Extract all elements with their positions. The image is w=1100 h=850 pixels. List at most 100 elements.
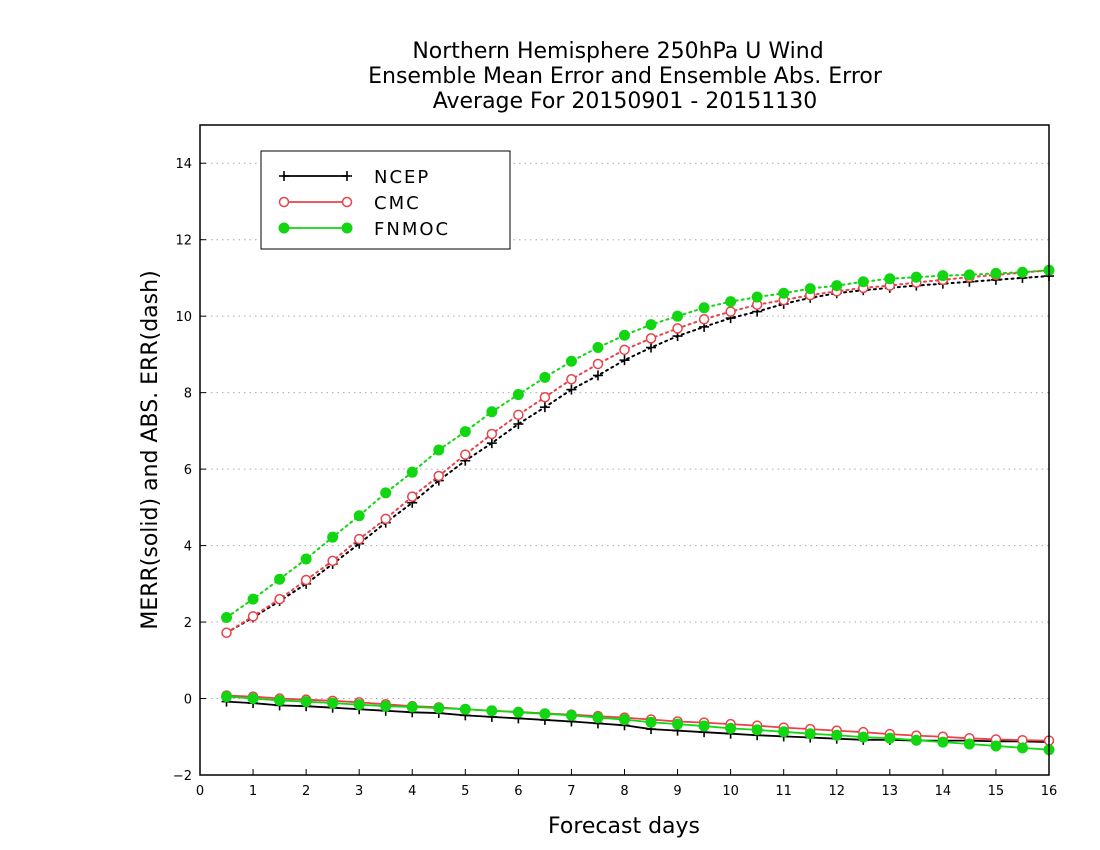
- chart-title: Northern Hemisphere 250hPa U Wind Ensemb…: [368, 39, 883, 114]
- abs-error-line-fnmoc: [225, 269, 1050, 619]
- abs-error-point-fnmoc-27: [937, 270, 949, 282]
- abs-error-point-fnmoc-6: [380, 487, 392, 499]
- mean-error-point-fnmoc-3: [300, 696, 312, 708]
- abs-error-point-fnmoc-12: [539, 371, 551, 383]
- abs-error-point-ncep-15: [619, 355, 630, 366]
- abs-error-point-fnmoc-18: [698, 302, 710, 314]
- mean-error-point-fnmoc-18: [698, 720, 710, 732]
- abs-error-point-fnmoc-24: [857, 276, 869, 288]
- abs-error-point-fnmoc-19: [725, 296, 737, 308]
- abs-error-point-fnmoc-11: [512, 389, 524, 401]
- y-tick-label-8: 8: [184, 387, 192, 402]
- legend-marker-right-fnmoc: [341, 222, 353, 234]
- mean-error-point-fnmoc-9: [459, 703, 471, 715]
- abs-error-point-ncep-14: [592, 370, 603, 381]
- y-tick-label--2: −2: [173, 769, 192, 784]
- abs-error-point-fnmoc-29: [990, 267, 1002, 279]
- abs-error-point-cmc-1: [247, 611, 259, 622]
- abs-error-point-fnmoc-20: [751, 291, 763, 303]
- y-tick-label-2: 2: [184, 616, 192, 631]
- mean-error-point-fnmoc-29: [990, 740, 1002, 752]
- abs-error-point-fnmoc-26: [910, 271, 922, 283]
- x-axis-label: Forecast days: [548, 814, 700, 839]
- mean-error-point-fnmoc-28: [963, 738, 975, 750]
- title-line-2: Ensemble Mean Error and Ensemble Abs. Er…: [368, 64, 883, 89]
- legend-marker-right-cmc: [341, 196, 353, 208]
- abs-error-point-cmc-19: [725, 306, 736, 317]
- mean-error-point-fnmoc-14: [592, 712, 604, 724]
- y-tick-label-14: 14: [175, 157, 192, 172]
- legend-marker-left-fnmoc: [278, 222, 290, 234]
- x-tick-label-15: 15: [988, 784, 1005, 799]
- abs-error-point-cmc-11: [513, 409, 524, 421]
- abs-error-point-cmc-9: [460, 449, 471, 460]
- abs-error-point-fnmoc-25: [884, 273, 896, 285]
- x-tick-label-5: 5: [461, 784, 469, 799]
- abs-error-point-cmc-17: [672, 323, 683, 334]
- x-tick-label-9: 9: [673, 784, 681, 799]
- legend-marker-left-cmc: [278, 196, 290, 208]
- y-tick-label-10: 10: [175, 310, 192, 325]
- y-tick-label-6: 6: [184, 463, 192, 478]
- y-axis: −2 0 2 4 6 8 10 12 14: [173, 157, 206, 784]
- legend-label-ncep: NCEP: [374, 167, 430, 188]
- legend-item-fnmoc: FNMOC: [278, 219, 450, 240]
- legend-item-cmc: CMC: [278, 193, 421, 214]
- series-fnmoc: [221, 264, 1055, 756]
- legend: NCEP CMC FNMOC: [260, 150, 511, 250]
- legend-item-ncep: NCEP: [279, 167, 430, 188]
- abs-error-point-cmc-12: [539, 391, 551, 403]
- series-layer: [221, 264, 1055, 756]
- x-tick-label-14: 14: [935, 784, 952, 799]
- x-tick-label-0: 0: [196, 784, 204, 799]
- x-tick-label-10: 10: [722, 784, 739, 799]
- mean-error-point-fnmoc-27: [937, 736, 949, 748]
- abs-error-point-fnmoc-0: [221, 611, 233, 623]
- abs-error-point-fnmoc-7: [406, 466, 418, 478]
- mean-error-point-fnmoc-12: [539, 708, 551, 720]
- abs-error-point-fnmoc-3: [300, 553, 312, 565]
- mean-error-point-fnmoc-0: [221, 691, 233, 703]
- mean-error-point-fnmoc-15: [619, 714, 630, 726]
- mean-error-point-fnmoc-22: [804, 728, 816, 740]
- mean-error-point-fnmoc-26: [910, 734, 922, 746]
- abs-error-point-fnmoc-28: [963, 269, 975, 281]
- abs-error-point-fnmoc-15: [619, 329, 630, 341]
- x-tick-label-2: 2: [302, 784, 310, 799]
- mean-error-point-fnmoc-5: [353, 699, 365, 711]
- abs-error-point-fnmoc-23: [831, 280, 843, 292]
- abs-error-point-fnmoc-5: [353, 510, 365, 522]
- abs-error-point-fnmoc-16: [645, 319, 657, 331]
- y-axis-label: MERR(solid) and ABS. ERR(dash): [138, 270, 163, 629]
- mean-error-point-fnmoc-6: [380, 700, 392, 712]
- abs-error-point-fnmoc-30: [1016, 266, 1028, 278]
- title-line-1: Northern Hemisphere 250hPa U Wind: [412, 39, 823, 64]
- legend-marker-right-ncep: [342, 171, 352, 181]
- mean-error-point-fnmoc-21: [778, 726, 790, 738]
- abs-error-point-cmc-0: [221, 627, 232, 639]
- mean-error-point-fnmoc-2: [274, 694, 286, 706]
- abs-error-point-cmc-14: [592, 358, 604, 370]
- legend-label-cmc: CMC: [374, 193, 421, 214]
- abs-error-point-cmc-4: [327, 555, 338, 567]
- legend-marker-left-ncep: [279, 171, 289, 181]
- legend-label-fnmoc: FNMOC: [374, 219, 450, 240]
- mean-error-point-fnmoc-7: [406, 701, 418, 713]
- abs-error-point-cmc-13: [566, 374, 577, 385]
- x-tick-label-1: 1: [249, 784, 257, 799]
- abs-error-point-cmc-5: [353, 533, 365, 545]
- abs-error-point-fnmoc-21: [778, 287, 790, 299]
- mean-error-point-fnmoc-30: [1016, 742, 1028, 754]
- abs-error-point-ncep-12: [539, 402, 550, 413]
- abs-error-point-cmc-10: [486, 428, 498, 440]
- abs-error-point-fnmoc-9: [459, 426, 471, 438]
- legend-box: [260, 150, 511, 250]
- abs-error-point-fnmoc-17: [672, 310, 684, 322]
- x-tick-label-7: 7: [567, 784, 575, 799]
- mean-error-point-fnmoc-10: [486, 705, 498, 717]
- mean-error-point-fnmoc-11: [512, 706, 524, 718]
- abs-error-point-cmc-3: [300, 574, 312, 586]
- y-tick-label-4: 4: [184, 540, 192, 555]
